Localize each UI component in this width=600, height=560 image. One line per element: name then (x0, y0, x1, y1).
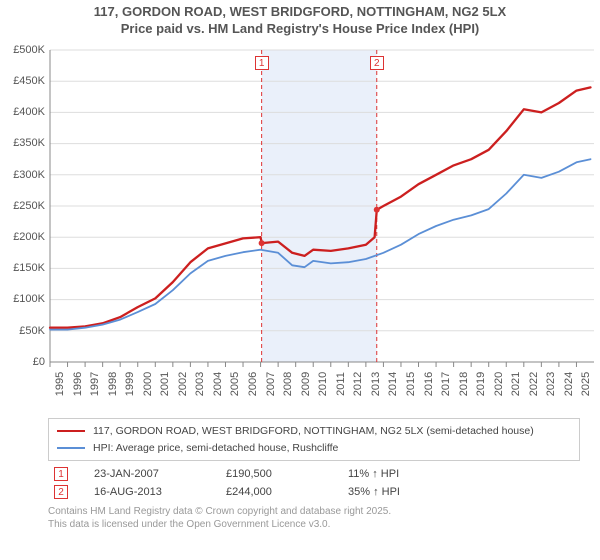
x-tick-label: 1996 (72, 372, 84, 396)
sale-marker-icon: 1 (255, 56, 269, 70)
sale-date: 16-AUG-2013 (88, 483, 220, 501)
chart-container: 117, GORDON ROAD, WEST BRIDGFORD, NOTTIN… (0, 0, 600, 531)
y-tick-label: £350K (0, 137, 45, 149)
x-tick-label: 2019 (475, 372, 487, 396)
legend-item: HPI: Average price, semi-detached house,… (57, 440, 571, 457)
table-row: 2 16-AUG-2013 £244,000 35% ↑ HPI (48, 483, 580, 501)
x-tick-label: 2007 (265, 372, 277, 396)
sales-table: 1 23-JAN-2007 £190,500 11% ↑ HPI 2 16-AU… (48, 465, 580, 501)
x-tick-label: 2025 (580, 372, 592, 396)
x-tick-label: 2022 (528, 372, 540, 396)
line-chart-svg (0, 42, 600, 412)
x-tick-label: 2005 (229, 372, 241, 396)
x-tick-label: 1999 (124, 372, 136, 396)
table-row: 1 23-JAN-2007 £190,500 11% ↑ HPI (48, 465, 580, 483)
x-tick-label: 2023 (545, 372, 557, 396)
x-tick-label: 2015 (405, 372, 417, 396)
y-tick-label: £450K (0, 75, 45, 87)
x-tick-label: 2008 (282, 372, 294, 396)
x-tick-label: 2001 (159, 372, 171, 396)
y-tick-label: £300K (0, 169, 45, 181)
x-tick-label: 2002 (177, 372, 189, 396)
x-tick-label: 2020 (493, 372, 505, 396)
x-tick-label: 2009 (300, 372, 312, 396)
legend-swatch (57, 447, 85, 449)
legend-item: 117, GORDON ROAD, WEST BRIDGFORD, NOTTIN… (57, 423, 571, 440)
sale-delta: 11% ↑ HPI (342, 465, 580, 483)
y-tick-label: £500K (0, 44, 45, 56)
x-tick-label: 2024 (563, 372, 575, 396)
sale-date: 23-JAN-2007 (88, 465, 220, 483)
x-tick-label: 2014 (387, 372, 399, 396)
x-tick-label: 1998 (107, 372, 119, 396)
y-tick-label: £0 (0, 356, 45, 368)
x-tick-label: 2010 (317, 372, 329, 396)
chart-title-line2: Price paid vs. HM Land Registry's House … (0, 21, 600, 42)
x-tick-label: 2012 (352, 372, 364, 396)
chart-title-line1: 117, GORDON ROAD, WEST BRIDGFORD, NOTTIN… (0, 0, 600, 21)
x-tick-label: 2013 (370, 372, 382, 396)
y-tick-label: £100K (0, 293, 45, 305)
y-tick-label: £400K (0, 106, 45, 118)
x-tick-label: 2021 (510, 372, 522, 396)
y-tick-label: £150K (0, 262, 45, 274)
footnote-line: This data is licensed under the Open Gov… (48, 519, 330, 530)
x-tick-label: 2018 (458, 372, 470, 396)
chart-area: £0 £50K £100K £150K £200K £250K £300K £350K £400… (0, 42, 600, 412)
x-tick-label: 1995 (54, 372, 66, 396)
legend-swatch (57, 430, 85, 432)
x-tick-label: 2004 (212, 372, 224, 396)
footnote-line: Contains HM Land Registry data © Crown c… (48, 506, 391, 517)
x-tick-label: 2016 (423, 372, 435, 396)
footnote: Contains HM Land Registry data © Crown c… (48, 505, 580, 531)
x-tick-label: 2017 (440, 372, 452, 396)
x-tick-label: 2000 (142, 372, 154, 396)
sale-marker-icon: 1 (54, 467, 68, 481)
y-tick-label: £50K (0, 325, 45, 337)
legend-label: 117, GORDON ROAD, WEST BRIDGFORD, NOTTIN… (93, 423, 534, 440)
sale-price: £244,000 (220, 483, 342, 501)
legend-label: HPI: Average price, semi-detached house,… (93, 440, 338, 457)
sale-delta: 35% ↑ HPI (342, 483, 580, 501)
x-tick-label: 2011 (335, 372, 347, 396)
legend-box: 117, GORDON ROAD, WEST BRIDGFORD, NOTTIN… (48, 418, 580, 462)
x-tick-label: 2006 (247, 372, 259, 396)
x-tick-label: 2003 (194, 372, 206, 396)
sale-price: £190,500 (220, 465, 342, 483)
x-tick-label: 1997 (89, 372, 101, 396)
sale-marker-icon: 2 (370, 56, 384, 70)
y-tick-label: £250K (0, 200, 45, 212)
sale-marker-icon: 2 (54, 485, 68, 499)
y-tick-label: £200K (0, 231, 45, 243)
